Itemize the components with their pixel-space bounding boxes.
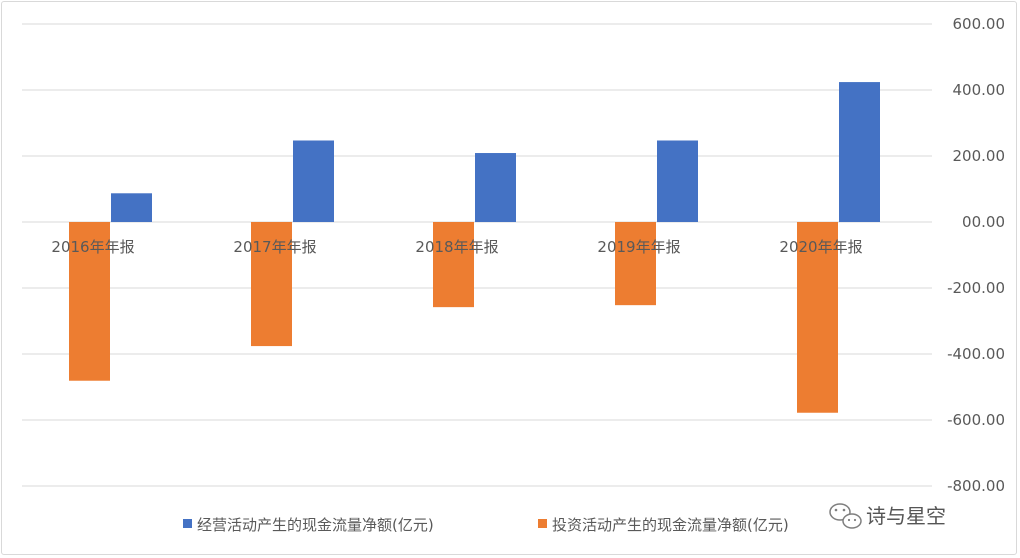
legend-label-operating: 经营活动产生的现金流量净额(亿元) [197,516,434,534]
legend: 经营活动产生的现金流量净额(亿元) 投资活动产生的现金流量净额(亿元) [183,516,789,534]
y-tick-label: -800.00 [947,477,1005,495]
legend-swatch-operating [183,519,192,528]
bars [69,82,880,413]
y-tick-label: 600.00 [953,15,1006,33]
y-tick-label: -600.00 [947,411,1005,429]
category-label: 2018年年报 [415,238,498,256]
category-label: 2019年年报 [597,238,680,256]
y-tick-label: 200.00 [953,147,1006,165]
category-label: 2020年年报 [779,238,862,256]
watermark-text: 诗与星空 [866,504,946,528]
bar-operating [293,140,334,222]
bar-investing [433,222,474,308]
bar-investing [251,222,292,347]
watermark: 诗与星空 [829,503,946,529]
y-tick-label: 00.00 [962,213,1005,231]
bar-investing [797,222,838,413]
y-tick-label: -200.00 [947,279,1005,297]
category-label: 2016年年报 [51,238,134,256]
category-label: 2017年年报 [233,238,316,256]
gridlines [22,23,932,487]
y-axis-ticks: 600.00 400.00 200.00 00.00 -200.00 -400.00 -60… [947,15,1005,495]
y-tick-label: -400.00 [947,345,1005,363]
bar-operating [111,193,152,222]
legend-swatch-investing [538,519,547,528]
bar-operating [657,140,698,222]
bar-investing [615,222,656,306]
bar-investing [69,222,110,381]
category-labels: 2016年年报 2017年年报 2018年年报 2019年年报 2020年年报 [51,238,862,256]
legend-label-investing: 投资活动产生的现金流量净额(亿元) [552,516,789,534]
wechat-icon [829,503,862,529]
bar-operating [839,82,880,222]
y-tick-label: 400.00 [953,81,1006,99]
bar-operating [475,153,516,222]
